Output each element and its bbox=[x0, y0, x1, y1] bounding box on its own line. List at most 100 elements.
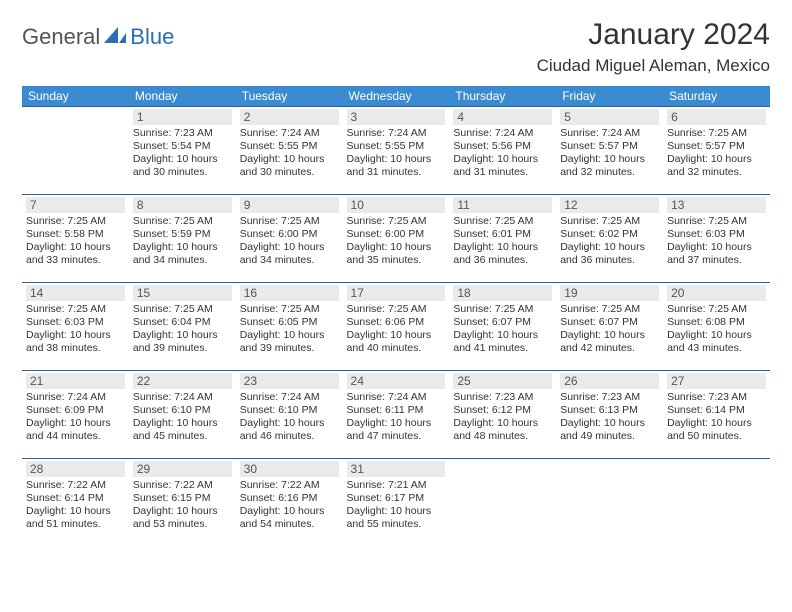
day-number: 10 bbox=[347, 197, 446, 213]
day-details: Sunrise: 7:24 AMSunset: 5:57 PMDaylight:… bbox=[560, 127, 659, 180]
weekday-header: Sunday bbox=[22, 86, 129, 107]
day-details: Sunrise: 7:24 AMSunset: 5:55 PMDaylight:… bbox=[347, 127, 446, 180]
calendar-day-cell bbox=[449, 459, 556, 547]
day-number: 26 bbox=[560, 373, 659, 389]
day-d2: and 40 minutes. bbox=[347, 342, 446, 355]
day-details: Sunrise: 7:24 AMSunset: 6:10 PMDaylight:… bbox=[133, 391, 232, 444]
weekday-header: Wednesday bbox=[343, 86, 450, 107]
calendar-week-row: 28Sunrise: 7:22 AMSunset: 6:14 PMDayligh… bbox=[22, 459, 770, 547]
day-d1: Daylight: 10 hours bbox=[133, 417, 232, 430]
day-sunrise: Sunrise: 7:23 AM bbox=[667, 391, 766, 404]
day-sunset: Sunset: 5:54 PM bbox=[133, 140, 232, 153]
day-sunrise: Sunrise: 7:24 AM bbox=[133, 391, 232, 404]
day-sunset: Sunset: 6:07 PM bbox=[560, 316, 659, 329]
day-number: 21 bbox=[26, 373, 125, 389]
day-sunset: Sunset: 6:14 PM bbox=[667, 404, 766, 417]
day-sunrise: Sunrise: 7:25 AM bbox=[560, 215, 659, 228]
day-sunrise: Sunrise: 7:25 AM bbox=[667, 127, 766, 140]
day-sunset: Sunset: 6:08 PM bbox=[667, 316, 766, 329]
calendar-day-cell: 25Sunrise: 7:23 AMSunset: 6:12 PMDayligh… bbox=[449, 371, 556, 459]
day-details: Sunrise: 7:25 AMSunset: 6:06 PMDaylight:… bbox=[347, 303, 446, 356]
day-details: Sunrise: 7:24 AMSunset: 6:11 PMDaylight:… bbox=[347, 391, 446, 444]
calendar-week-row: 21 Sunrise: 7:24 AM Sunset: 6:09 PM Dayligh… bbox=[22, 371, 770, 459]
day-sunrise: Sunrise: 7:23 AM bbox=[453, 391, 552, 404]
day-sunrise: Sunrise: 7:24 AM bbox=[453, 127, 552, 140]
calendar-day-cell: 21Sunrise: 7:24 AMSunset: 6:09 PMDayligh… bbox=[22, 371, 129, 459]
day-sunrise: Sunrise: 7:24 AM bbox=[347, 127, 446, 140]
day-d2: and 45 minutes. bbox=[133, 430, 232, 443]
day-sunset: Sunset: 6:14 PM bbox=[26, 492, 125, 505]
calendar-day-cell bbox=[556, 459, 663, 547]
calendar-day-cell: 8Sunrise: 7:25 AMSunset: 5:59 PMDaylight… bbox=[129, 195, 236, 283]
brand-logo: General Blue bbox=[22, 24, 174, 50]
day-d2: and 34 minutes. bbox=[240, 254, 339, 267]
day-details: Sunrise: 7:25 AMSunset: 5:57 PMDaylight:… bbox=[667, 127, 766, 180]
day-sunset: Sunset: 6:04 PM bbox=[133, 316, 232, 329]
brand-blue: Blue bbox=[130, 24, 174, 50]
day-sunset: Sunset: 6:01 PM bbox=[453, 228, 552, 241]
day-sunrise: Sunrise: 7:21 AM bbox=[347, 479, 446, 492]
calendar-day-cell: 31Sunrise: 7:21 AMSunset: 6:17 PMDayligh… bbox=[343, 459, 450, 547]
day-number: 1 bbox=[133, 109, 232, 125]
day-d2: and 31 minutes. bbox=[347, 166, 446, 179]
day-number: 14 bbox=[26, 285, 125, 301]
day-d1: Daylight: 10 hours bbox=[560, 329, 659, 342]
day-number: 6 bbox=[667, 109, 766, 125]
day-number: 3 bbox=[347, 109, 446, 125]
day-d2: and 48 minutes. bbox=[453, 430, 552, 443]
day-d1: Daylight: 10 hours bbox=[26, 329, 125, 342]
calendar-day-cell: 10 Sunrise: 7:25 AMSunset: 6:00 PMDayligh… bbox=[343, 195, 450, 283]
day-sunrise: Sunrise: 7:23 AM bbox=[133, 127, 232, 140]
day-d2: and 43 minutes. bbox=[667, 342, 766, 355]
day-d2: and 54 minutes. bbox=[240, 518, 339, 531]
calendar-day-cell: 30Sunrise: 7:22 AMSunset: 6:16 PMDayligh… bbox=[236, 459, 343, 547]
day-d2: and 39 minutes. bbox=[133, 342, 232, 355]
day-number: 27 bbox=[667, 373, 766, 389]
day-sunset: Sunset: 6:12 PM bbox=[453, 404, 552, 417]
day-d1: Daylight: 10 hours bbox=[667, 153, 766, 166]
day-d2: and 34 minutes. bbox=[133, 254, 232, 267]
day-d2: and 51 minutes. bbox=[26, 518, 125, 531]
day-number: 11 bbox=[453, 197, 552, 213]
weekday-header: Monday bbox=[129, 86, 236, 107]
day-d1: Daylight: 10 hours bbox=[347, 329, 446, 342]
day-details: Sunrise: 7:25 AMSunset: 6:03 PMDaylight:… bbox=[26, 303, 125, 356]
calendar-day-cell: 16Sunrise: 7:25 AMSunset: 6:05 PMDayligh… bbox=[236, 283, 343, 371]
day-sunrise: Sunrise: 7:24 AM bbox=[240, 391, 339, 404]
calendar-day-cell: 22Sunrise: 7:24 AMSunset: 6:10 PMDayligh… bbox=[129, 371, 236, 459]
day-sunset: Sunset: 6:00 PM bbox=[347, 228, 446, 241]
day-d2: and 46 minutes. bbox=[240, 430, 339, 443]
day-number: 25 bbox=[453, 373, 552, 389]
day-number: 23 bbox=[240, 373, 339, 389]
day-sunrise: Sunrise: 7:22 AM bbox=[26, 479, 125, 492]
day-d2: and 36 minutes. bbox=[453, 254, 552, 267]
day-number: 15 bbox=[133, 285, 232, 301]
calendar-day-cell: 17Sunrise: 7:25 AMSunset: 6:06 PMDayligh… bbox=[343, 283, 450, 371]
calendar-day-cell bbox=[22, 107, 129, 195]
day-sunset: Sunset: 6:00 PM bbox=[240, 228, 339, 241]
day-sunset: Sunset: 6:09 PM bbox=[26, 404, 125, 417]
day-number: 19 bbox=[560, 285, 659, 301]
location: Ciudad Miguel Aleman, Mexico bbox=[537, 56, 770, 76]
day-sunset: Sunset: 6:05 PM bbox=[240, 316, 339, 329]
calendar-table: Sunday Monday Tuesday Wednesday Thursday… bbox=[22, 86, 770, 547]
day-d1: Daylight: 10 hours bbox=[560, 241, 659, 254]
calendar-day-cell: 20Sunrise: 7:25 AMSunset: 6:08 PMDayligh… bbox=[663, 283, 770, 371]
day-d2: and 36 minutes. bbox=[560, 254, 659, 267]
day-details: Sunrise: 7:25 AMSunset: 6:00 PMDaylight:… bbox=[347, 215, 446, 268]
day-sunset: Sunset: 6:13 PM bbox=[560, 404, 659, 417]
day-sunset: Sunset: 6:03 PM bbox=[667, 228, 766, 241]
calendar-day-cell: 4Sunrise: 7:24 AMSunset: 5:56 PMDaylight… bbox=[449, 107, 556, 195]
day-details: Sunrise: 7:22 AMSunset: 6:14 PMDaylight:… bbox=[26, 479, 125, 532]
day-sunset: Sunset: 6:15 PM bbox=[133, 492, 232, 505]
day-sunrise: Sunrise: 7:25 AM bbox=[347, 215, 446, 228]
day-details: Sunrise: 7:25 AMSunset: 6:03 PMDaylight:… bbox=[667, 215, 766, 268]
calendar-day-cell: 26Sunrise: 7:23 AMSunset: 6:13 PMDayligh… bbox=[556, 371, 663, 459]
day-sunrise: Sunrise: 7:24 AM bbox=[347, 391, 446, 404]
calendar-day-cell: 18Sunrise: 7:25 AMSunset: 6:07 PMDayligh… bbox=[449, 283, 556, 371]
day-d1: Daylight: 10 hours bbox=[26, 241, 125, 254]
day-d2: and 30 minutes. bbox=[133, 166, 232, 179]
day-details: Sunrise: 7:25 AMSunset: 6:07 PMDaylight:… bbox=[453, 303, 552, 356]
day-d1: Daylight: 10 hours bbox=[347, 241, 446, 254]
calendar-day-cell: 27Sunrise: 7:23 AMSunset: 6:14 PMDayligh… bbox=[663, 371, 770, 459]
